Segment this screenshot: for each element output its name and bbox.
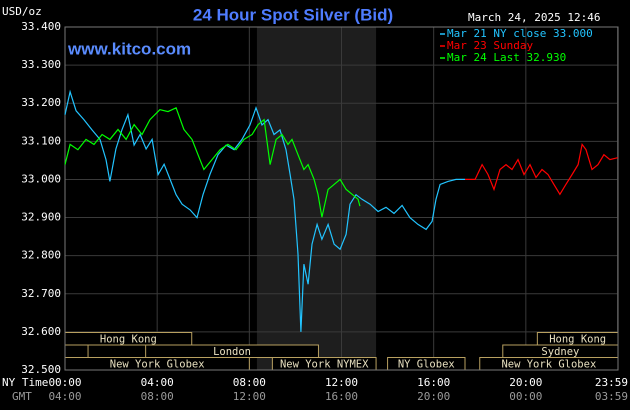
x-row-label: GMT (12, 390, 32, 403)
x-row-label: NY Time (2, 376, 48, 389)
series-line (465, 142, 618, 196)
site-label: www.kitco.com (67, 39, 191, 58)
session-label: Hong Kong (100, 333, 157, 345)
legend-label: Mar 24 Last 32.930 (447, 51, 566, 64)
x-tick-label: 08:00 (233, 376, 266, 389)
x-tick-label-gmt: 03:59 (595, 390, 628, 403)
session-label: NY Globex (398, 358, 455, 370)
y-tick-label: 32.600 (21, 325, 61, 338)
session-label: Sydney (541, 346, 579, 358)
y-tick-label: 32.800 (21, 249, 61, 262)
y-tick-label: 33.300 (21, 58, 61, 71)
y-tick-label: 32.900 (21, 211, 61, 224)
y-tick-label: 33.100 (21, 134, 61, 147)
unit-label: USD/oz (2, 5, 42, 18)
session-box (64, 344, 89, 358)
plot-layer (64, 26, 619, 371)
y-tick-label: 33.400 (21, 20, 61, 33)
x-tick-label-gmt: 12:00 (233, 390, 266, 403)
x-tick-label-gmt: 08:00 (141, 390, 174, 403)
series-line (64, 106, 361, 218)
x-tick-label-gmt: 16:00 (325, 390, 358, 403)
session-label: New York NYMEX (280, 358, 369, 370)
series-line (64, 89, 465, 332)
y-tick-label: 33.000 (21, 172, 61, 185)
x-tick-label-gmt: 20:00 (417, 390, 450, 403)
x-tick-label: 12:00 (325, 376, 358, 389)
x-tick-label: 16:00 (417, 376, 450, 389)
timestamp: March 24, 2025 12:46 (468, 11, 600, 24)
legend-label: Mar 23 Sunday (447, 39, 533, 52)
shaded-session (256, 27, 377, 370)
session-label: New York Globex (501, 358, 596, 370)
plot-frame (64, 26, 619, 371)
y-tick-label: 33.200 (21, 96, 61, 109)
x-tick-label-gmt: 04:00 (48, 390, 81, 403)
session-label: New York Globex (110, 358, 205, 370)
legend-label: Mar 21 NY close 33.000 (447, 27, 593, 40)
x-tick-label: 04:00 (141, 376, 174, 389)
x-tick-label: 20:00 (509, 376, 542, 389)
x-tick-label: 23:59 (595, 376, 628, 389)
session-label: London (213, 346, 251, 358)
y-tick-label: 32.500 (21, 363, 61, 376)
chart-title: 24 Hour Spot Silver (Bid) (193, 5, 393, 24)
y-tick-label: 32.700 (21, 287, 61, 300)
session-label: Hong Kong (549, 333, 606, 345)
x-tick-label-gmt: 00:00 (509, 390, 542, 403)
x-tick-label: 00:00 (48, 376, 81, 389)
